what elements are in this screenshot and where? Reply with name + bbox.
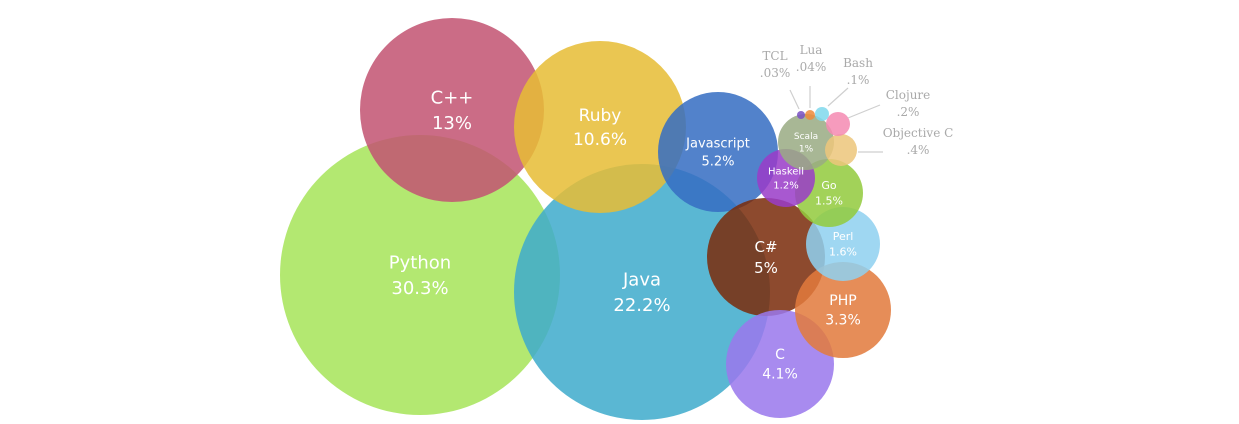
bubble-lua (805, 110, 815, 120)
bubble-value-c: 4.1% (762, 367, 798, 383)
bubble-label-tcl: TCL (762, 49, 787, 63)
bubble-value-cplusplus: 13% (432, 113, 472, 134)
bubble-value-java: 22.2% (613, 295, 670, 316)
bubble-value-javascript: 5.2% (701, 155, 734, 170)
bubble-label-javascript: Javascript (685, 136, 750, 151)
bubble-java (514, 164, 770, 420)
bubble-label-go: Go (821, 179, 837, 192)
bubble-scala (778, 114, 834, 170)
bubble-label-haskell: Haskell (768, 167, 804, 178)
bubble-value-lua: .04% (796, 60, 827, 74)
bubble-value-tcl: .03% (760, 66, 791, 80)
bubble-javascript (658, 92, 778, 212)
bubble-label-ruby: Ruby (579, 106, 622, 126)
bubble-value-scala: 1% (799, 144, 814, 154)
leader-line-bash (827, 87, 849, 107)
bubble-tcl (797, 111, 805, 119)
bubble-value-haskell: 1.2% (773, 181, 798, 192)
bubble-label-php: PHP (829, 293, 856, 309)
bubble-value-python: 30.3% (391, 278, 448, 299)
bubble-objective-c (825, 134, 857, 166)
bubble-label-perl: Perl (833, 230, 854, 243)
bubble-label-bash: Bash (843, 56, 873, 70)
bubble-label-java: Java (622, 270, 661, 291)
bubble-value-perl: 1.6% (829, 246, 857, 259)
bubble-label-lua: Lua (800, 43, 823, 57)
bubble-python (280, 135, 560, 415)
bubble-cplusplus (360, 18, 544, 202)
bubble-value-go: 1.5% (815, 195, 843, 208)
bubble-label-csharp: C# (754, 238, 777, 256)
bubble-value-php: 3.3% (825, 313, 861, 329)
bubble-label-objective-c: Objective C (883, 126, 954, 140)
bubble-csharp (707, 198, 825, 316)
bubble-label-clojure: Clojure (886, 88, 931, 102)
bubble-clojure (826, 112, 850, 136)
bubble-label-cplusplus: C++ (431, 88, 474, 109)
bubble-php (795, 262, 891, 358)
leader-line-clojure (847, 104, 881, 119)
bubble-label-python: Python (389, 253, 451, 274)
bubble-label-c: C (775, 347, 785, 363)
bubble-value-objective-c: .4% (907, 143, 930, 157)
bubble-value-csharp: 5% (754, 259, 778, 277)
bubble-value-bash: .1% (847, 73, 870, 87)
bubble-ruby (514, 41, 686, 213)
bubble-label-scala: Scala (794, 132, 818, 142)
bubble-value-ruby: 10.6% (573, 130, 627, 150)
bubble-value-clojure: .2% (897, 105, 920, 119)
bubble-bash (815, 107, 829, 121)
leader-line-tcl (789, 89, 800, 110)
